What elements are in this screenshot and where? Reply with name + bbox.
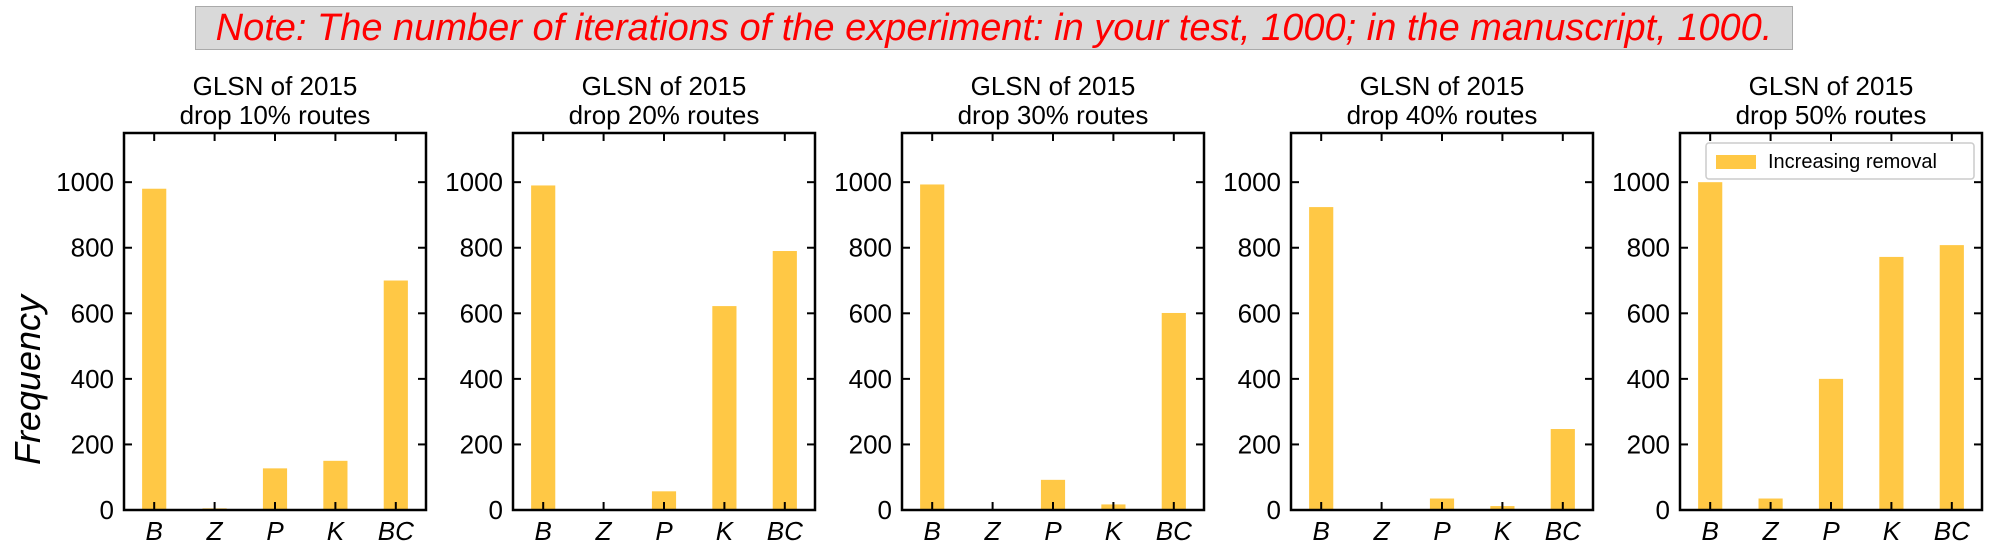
x-tick-label: K	[1105, 516, 1124, 546]
chart-title-line1: GLSN of 2015	[1749, 71, 1914, 101]
legend: Increasing removal	[1705, 142, 1975, 180]
bar-B	[531, 185, 556, 510]
plot-frame	[511, 131, 817, 512]
plot-frame	[1678, 131, 1984, 512]
plot-frame	[900, 131, 1206, 512]
x-tick-label: K	[327, 516, 346, 546]
legend-label: Increasing removal	[1768, 151, 1937, 173]
bar-K	[323, 460, 348, 510]
legend-box	[1705, 142, 1975, 180]
bar-BC	[383, 280, 408, 510]
bar-B	[920, 184, 945, 510]
x-tick-label: BC	[767, 516, 803, 546]
x-tick-label: BC	[378, 516, 414, 546]
x-tick-label: B	[535, 516, 552, 546]
bar-BC	[772, 251, 797, 510]
y-tick-label: 800	[460, 233, 503, 263]
y-tick-label: 600	[1627, 298, 1670, 328]
y-tick-label: 200	[1627, 429, 1670, 459]
x-tick-label: P	[1044, 516, 1062, 546]
x-tick-label: Z	[1373, 516, 1391, 546]
x-tick-label: K	[1883, 516, 1902, 546]
chart-title-line1: GLSN of 2015	[1360, 71, 1525, 101]
x-tick-label: P	[655, 516, 673, 546]
y-tick-label: 600	[71, 298, 114, 328]
y-tick-label: 1000	[834, 167, 892, 197]
chart-title-line1: GLSN of 2015	[971, 71, 1136, 101]
bar-BC	[1550, 429, 1575, 510]
x-tick-label: Z	[984, 516, 1002, 546]
y-tick-label: 0	[489, 495, 503, 525]
chart-title-line2: drop 10% routes	[180, 100, 371, 130]
bar-BC	[1939, 245, 1964, 510]
x-tick-label: B	[146, 516, 163, 546]
bar-K	[712, 306, 737, 510]
y-tick-label: 1000	[445, 167, 503, 197]
chart-title-line2: drop 50% routes	[1736, 100, 1927, 130]
x-tick-label: P	[266, 516, 284, 546]
legend-swatch	[1716, 155, 1756, 169]
y-tick-label: 600	[849, 298, 892, 328]
x-tick-label: B	[1313, 516, 1330, 546]
y-tick-label: 200	[71, 429, 114, 459]
chart-title-line2: drop 20% routes	[569, 100, 760, 130]
y-tick-label: 1000	[56, 167, 114, 197]
y-tick-label: 400	[460, 364, 503, 394]
y-tick-label: 400	[849, 364, 892, 394]
x-tick-label: BC	[1934, 516, 1970, 546]
y-tick-label: 800	[71, 233, 114, 263]
x-tick-label: BC	[1545, 516, 1581, 546]
bar-BC	[1161, 312, 1186, 510]
chart-title-line1: GLSN of 2015	[582, 71, 747, 101]
bar-P	[651, 491, 677, 510]
y-tick-label: 200	[849, 429, 892, 459]
y-tick-label: 200	[460, 429, 503, 459]
bar-B	[142, 188, 167, 510]
y-tick-label: 800	[849, 233, 892, 263]
y-tick-label: 800	[1238, 233, 1281, 263]
y-tick-label: 0	[100, 495, 114, 525]
x-tick-label: P	[1822, 516, 1840, 546]
x-tick-label: K	[716, 516, 735, 546]
x-tick-label: B	[1702, 516, 1719, 546]
x-tick-label: BC	[1156, 516, 1192, 546]
bar-P	[1818, 378, 1844, 510]
chart-title-line2: drop 30% routes	[958, 100, 1149, 130]
y-tick-label: 400	[1627, 364, 1670, 394]
bar-B	[1309, 207, 1334, 511]
y-tick-label: 0	[878, 495, 892, 525]
y-tick-label: 400	[71, 364, 114, 394]
x-tick-label: P	[1433, 516, 1451, 546]
y-tick-label: 0	[1656, 495, 1670, 525]
note-banner: Note: The number of iterations of the ex…	[195, 6, 1793, 50]
y-tick-label: 200	[1238, 429, 1281, 459]
x-tick-label: B	[924, 516, 941, 546]
x-tick-label: Z	[1762, 516, 1780, 546]
bar-K	[1879, 256, 1904, 510]
x-tick-label: K	[1494, 516, 1513, 546]
x-tick-label: Z	[595, 516, 613, 546]
plot-frame	[122, 131, 428, 512]
plot-frame	[1289, 131, 1595, 512]
y-tick-label: 0	[1267, 495, 1281, 525]
y-tick-label: 600	[460, 298, 503, 328]
x-tick-label: Z	[206, 516, 224, 546]
y-tick-label: 1000	[1223, 167, 1281, 197]
chart-title-line1: GLSN of 2015	[193, 71, 358, 101]
y-tick-label: 800	[1627, 233, 1670, 263]
chart-title-line2: drop 40% routes	[1347, 100, 1538, 130]
y-tick-label: 400	[1238, 364, 1281, 394]
bar-B	[1698, 182, 1723, 510]
y-tick-label: 1000	[1612, 167, 1670, 197]
y-tick-label: 600	[1238, 298, 1281, 328]
